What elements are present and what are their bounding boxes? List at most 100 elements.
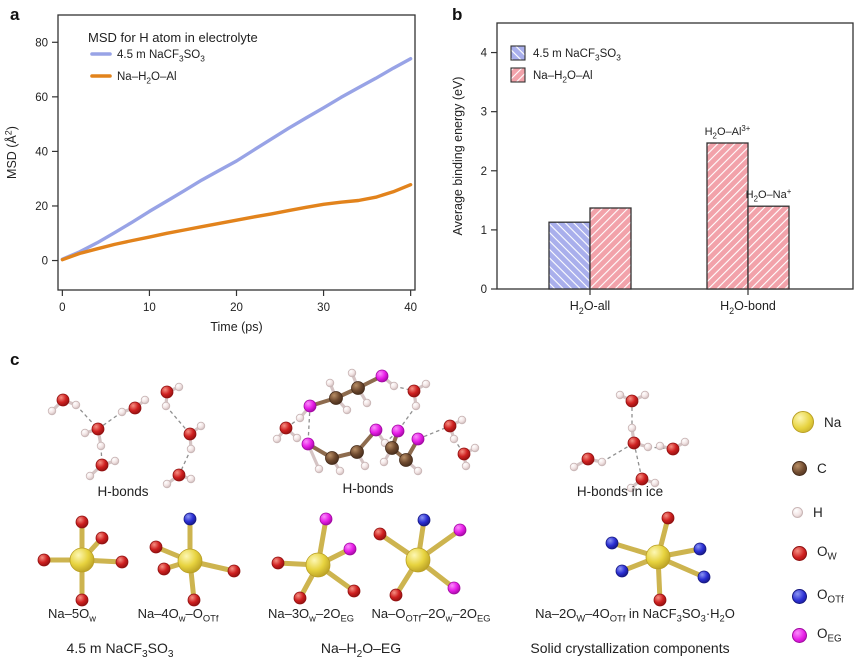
C-atom bbox=[399, 453, 413, 467]
cluster-label-na5ow: Na–5Ow bbox=[48, 606, 96, 624]
H-atom bbox=[80, 428, 90, 438]
Ow-atom bbox=[115, 555, 129, 569]
OOTf-atom bbox=[697, 570, 711, 584]
bar-1 bbox=[589, 207, 632, 290]
binding-energy-bar-chart: 0 1 2 3 4 Average binding energy (eV) H2O–Al3+… bbox=[451, 22, 854, 316]
H-atom bbox=[413, 466, 423, 476]
panel-letter-a: a bbox=[10, 5, 20, 24]
H-atom bbox=[186, 444, 196, 454]
OEG-atom bbox=[319, 512, 333, 526]
x-axis-label: Time (ps) bbox=[210, 320, 262, 334]
legend-swatch bbox=[510, 67, 526, 83]
OEG-atom bbox=[411, 432, 425, 446]
legend-label: Na–H2O–Al bbox=[533, 70, 593, 84]
H-atom bbox=[650, 478, 660, 488]
ootf-atom-icon bbox=[792, 588, 807, 604]
atom-legend-entry-na: Na bbox=[792, 410, 841, 434]
Ow-atom bbox=[635, 472, 649, 486]
C-atom bbox=[329, 391, 343, 405]
Ow-atom bbox=[160, 385, 174, 399]
H-atom bbox=[314, 464, 324, 474]
H-atom bbox=[360, 461, 370, 471]
bar-annotation: H2O–Al3+ bbox=[705, 124, 751, 140]
na-4ow-ootf-cluster bbox=[149, 512, 241, 607]
x-tick-label: 20 bbox=[230, 302, 243, 314]
hydrogen-bond bbox=[397, 405, 417, 432]
x-tick-label: 10 bbox=[143, 302, 156, 314]
H-atom bbox=[597, 457, 607, 467]
ow-atom-icon bbox=[792, 545, 807, 561]
OOTf-atom bbox=[183, 512, 197, 526]
OEG-atom bbox=[375, 369, 389, 383]
bar-2 bbox=[706, 142, 749, 290]
group-label-na-h2o-eg: Na–H2O–EG bbox=[320, 640, 402, 660]
plot-box-a bbox=[57, 14, 416, 291]
Na-atom bbox=[305, 552, 331, 578]
group-label-triflate: 4.5 m NaCF3SO3 bbox=[66, 640, 174, 660]
Ow-atom bbox=[347, 584, 361, 598]
OOTf-atom bbox=[417, 513, 431, 527]
C-atom bbox=[351, 381, 365, 395]
H-atom bbox=[627, 423, 637, 433]
category-label: H2O-bond bbox=[720, 299, 776, 316]
hydrogen-bond bbox=[178, 448, 192, 476]
H-atom bbox=[615, 390, 625, 400]
OEG-atom bbox=[391, 424, 405, 438]
H-atom bbox=[347, 368, 357, 378]
H-atom bbox=[379, 457, 389, 467]
H-atom bbox=[362, 398, 372, 408]
atom-legend-entry-h: H bbox=[792, 500, 823, 524]
series-line-0 bbox=[60, 57, 413, 261]
H-atom bbox=[461, 461, 471, 471]
C-atom bbox=[325, 451, 339, 465]
eg-water-hbond-cluster bbox=[272, 368, 480, 476]
H-atom bbox=[449, 434, 459, 444]
OEG-atom bbox=[343, 542, 357, 556]
cluster-label-na3ow-2oeg: Na–3Ow–2OEG bbox=[267, 606, 355, 624]
na-5ow-cluster bbox=[37, 515, 129, 607]
panel-letter-c: c bbox=[10, 350, 20, 369]
x-tick-label: 30 bbox=[317, 302, 330, 314]
H-atom bbox=[626, 483, 636, 493]
H-atom bbox=[655, 441, 665, 451]
hbonds-left-label: H-bonds bbox=[97, 484, 149, 499]
Ow-atom bbox=[37, 553, 51, 567]
Ow-atom bbox=[407, 384, 421, 398]
H-atom bbox=[457, 415, 467, 425]
Ow-atom bbox=[271, 556, 285, 570]
Ow-atom bbox=[172, 468, 186, 482]
atom-legend-entry-oeg: OEG bbox=[792, 623, 842, 647]
Ow-atom bbox=[653, 593, 667, 607]
y-tick-label: 1 bbox=[481, 225, 487, 237]
OOTf-atom bbox=[605, 536, 619, 550]
water-hbond-cluster bbox=[47, 382, 206, 489]
x-tick-label: 0 bbox=[59, 302, 65, 314]
OEG-atom bbox=[369, 423, 383, 437]
plot-box-b bbox=[496, 22, 854, 290]
na-3ow-2oeg-cluster bbox=[271, 512, 361, 605]
H-atom bbox=[643, 442, 653, 452]
H-atom bbox=[85, 471, 95, 481]
H-atom bbox=[680, 437, 690, 447]
na-2ow-4ootf-cluster bbox=[605, 511, 711, 607]
H-atom bbox=[162, 479, 172, 489]
H-atom bbox=[569, 462, 579, 472]
Ow-atom bbox=[373, 527, 387, 541]
Ow-atom bbox=[457, 447, 471, 461]
OOTf-atom bbox=[693, 542, 707, 556]
atom-legend-entry-ow: OW bbox=[792, 541, 837, 565]
y-tick-label: 0 bbox=[42, 256, 48, 268]
Ow-atom bbox=[157, 562, 171, 576]
bar-0 bbox=[548, 221, 591, 290]
Ow-atom bbox=[666, 442, 680, 456]
group-label-solid: Solid crystallization components bbox=[530, 640, 730, 656]
hydrogen-bond bbox=[97, 411, 123, 430]
OEG-atom bbox=[303, 399, 317, 413]
H-atom bbox=[140, 395, 150, 405]
na-atom-icon bbox=[792, 411, 814, 433]
legend-swatch bbox=[510, 45, 526, 61]
h-atom-icon bbox=[792, 506, 803, 518]
msd-line-chart: 0 20 40 60 80 0 10 20 30 40 Time (ps) MSD (Å2) MSD f… bbox=[3, 14, 417, 334]
cluster-label-na4ow-ootf: Na–4Ow–OOTf bbox=[137, 606, 219, 624]
